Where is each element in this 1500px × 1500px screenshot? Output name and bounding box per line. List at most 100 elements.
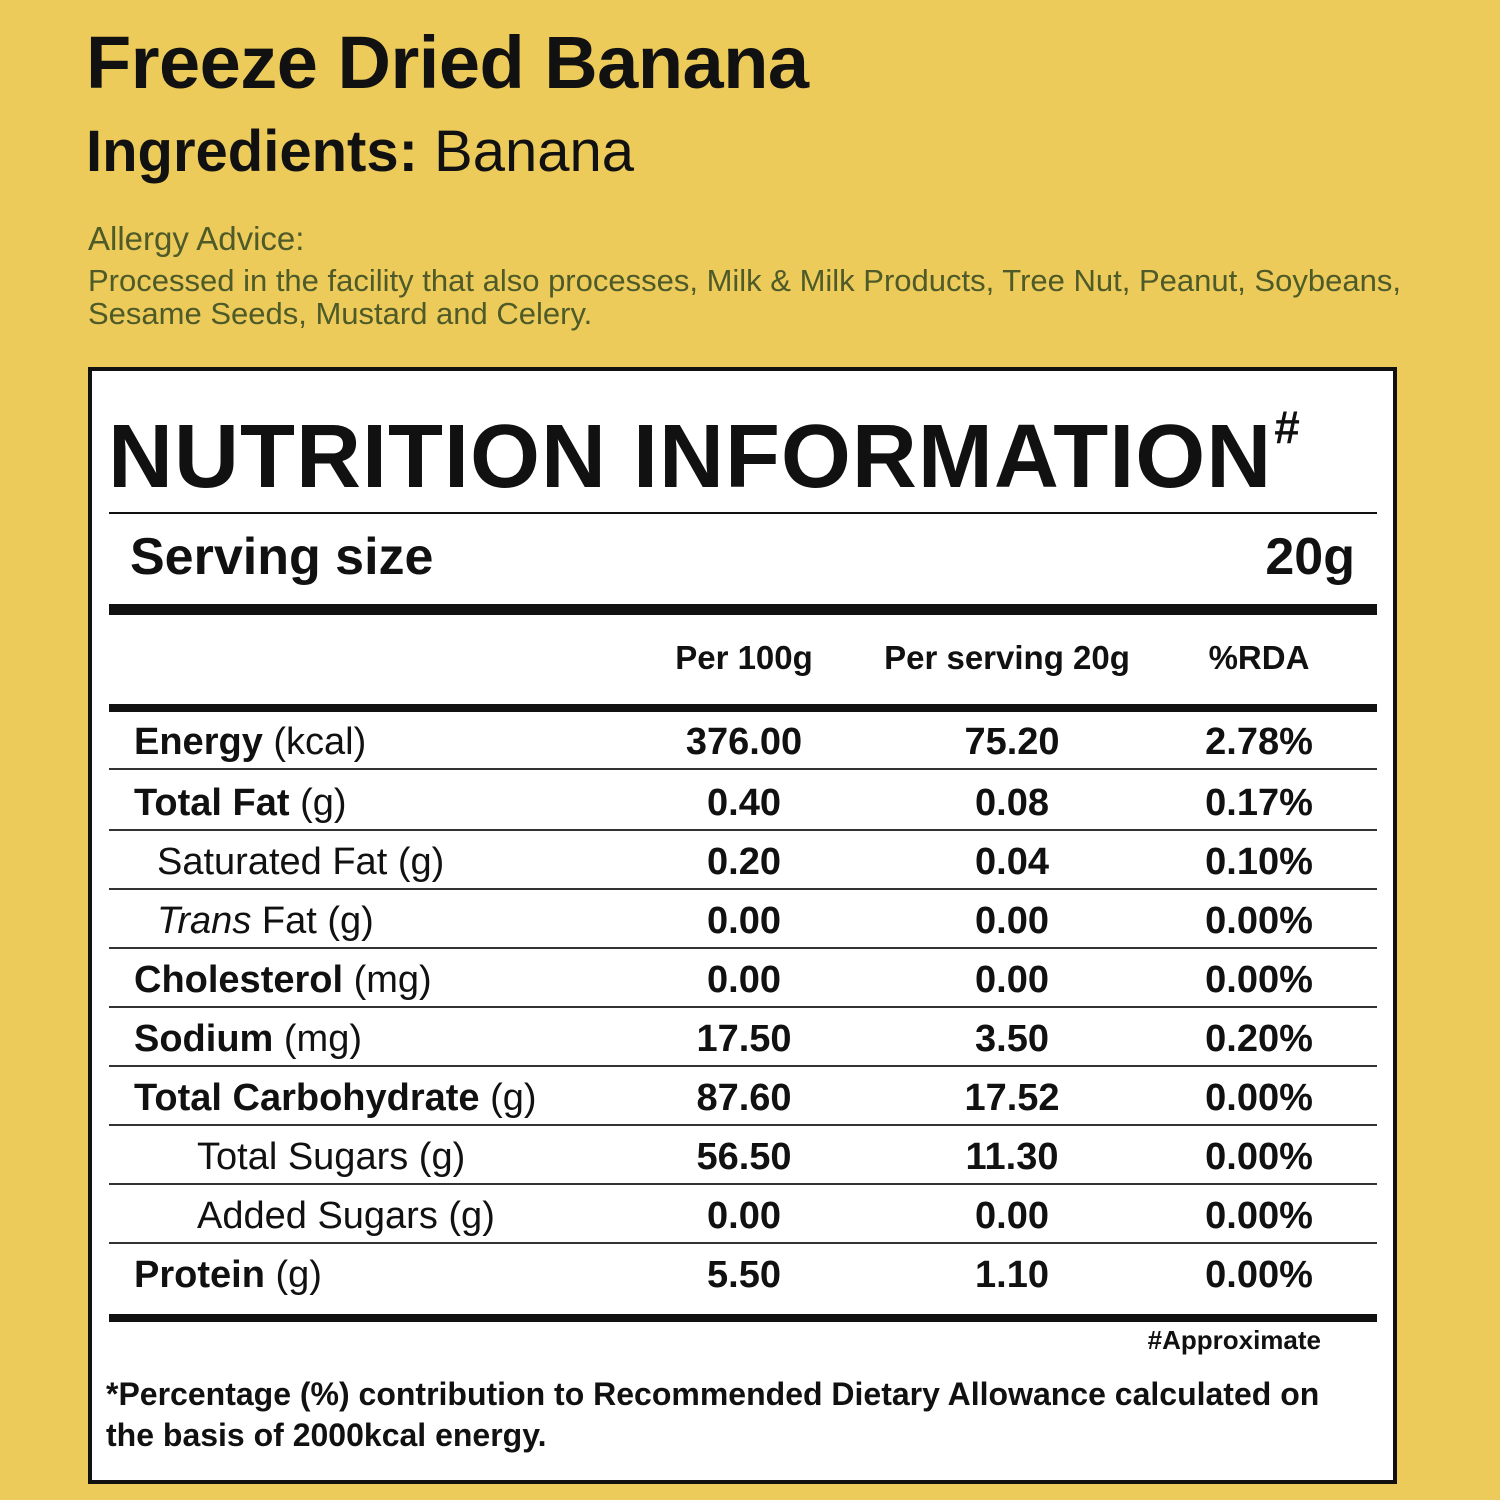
- row-divider: [109, 1124, 1377, 1126]
- bottom-divider: [109, 1314, 1377, 1322]
- rda-value: 0.00%: [1205, 1195, 1313, 1237]
- rda-value: 0.17%: [1205, 782, 1313, 824]
- per-serving-value: 11.30: [965, 1136, 1059, 1178]
- nutrient-label: Total Carbohydrate: [134, 1077, 480, 1119]
- nutrient-name: Total Fat (g): [134, 782, 347, 825]
- column-header-per-serving: Per serving 20g: [884, 639, 1130, 676]
- nutrition-row: Total Sugars (g) 56.50 11.30 0.00%: [109, 1127, 1377, 1185]
- nutrition-row: Total Fat (g) 0.40 0.08 0.17%: [109, 773, 1377, 831]
- row-divider: [109, 947, 1377, 949]
- per-serving-value: 0.00: [975, 900, 1049, 942]
- rda-value: 0.00%: [1205, 1077, 1313, 1119]
- nutrient-name: Energy (kcal): [134, 721, 367, 764]
- nutrition-row: Saturated Fat (g) 0.20 0.04 0.10%: [109, 832, 1377, 890]
- nutrition-row: Cholesterol (mg) 0.00 0.00 0.00%: [109, 950, 1377, 1008]
- nutrient-name: Trans Fat (g): [157, 900, 374, 943]
- nutrient-label: Sodium: [134, 1018, 274, 1060]
- nutrient-label: Total Fat: [134, 782, 290, 824]
- per-serving-value: 0.04: [975, 841, 1049, 883]
- nutrient-name: Saturated Fat (g): [157, 841, 445, 884]
- approximate-mark: #: [1274, 401, 1301, 453]
- per-100g-value: 0.20: [707, 841, 781, 883]
- ingredients-line: Ingredients: Banana: [86, 120, 634, 184]
- per-100g-value: 376.00: [685, 721, 803, 763]
- nutrient-unit: (g): [275, 1254, 322, 1296]
- nutrition-row: Energy (kcal) 376.00 75.20 2.78%: [109, 712, 1377, 770]
- row-divider: [109, 1242, 1377, 1244]
- rda-value: 2.78%: [1205, 721, 1313, 763]
- per-serving-value: 0.00: [975, 959, 1049, 1001]
- per-serving-value: 3.50: [975, 1018, 1049, 1060]
- row-divider: [109, 1065, 1377, 1067]
- product-title: Freeze Dried Banana: [86, 21, 809, 104]
- per-100g-value: 0.00: [707, 959, 781, 1001]
- row-divider: [109, 1183, 1377, 1185]
- column-header-rda: %RDA: [1208, 639, 1310, 676]
- per-100g-value: 0.40: [707, 782, 781, 824]
- allergy-heading: Allergy Advice:: [88, 220, 305, 257]
- nutrient-unit: (g): [327, 900, 374, 942]
- nutrient-unit: (g): [490, 1077, 537, 1119]
- ingredients-label: Ingredients:: [86, 119, 418, 184]
- per-100g-value: 17.50: [696, 1018, 792, 1060]
- nutrition-row: Trans Fat (g) 0.00 0.00 0.00%: [109, 891, 1377, 949]
- rda-value: 0.00%: [1205, 900, 1313, 942]
- nutrient-unit: (mg): [283, 1018, 362, 1060]
- allergy-text: Processed in the facility that also proc…: [88, 263, 1401, 331]
- per-serving-value: 75.20: [964, 721, 1060, 763]
- nutrition-row: Protein (g) 5.50 1.10 0.00%: [109, 1245, 1377, 1303]
- row-divider: [109, 768, 1377, 770]
- nutrient-name: Cholesterol (mg): [134, 959, 432, 1002]
- serving-size-value: 20g: [1265, 528, 1355, 586]
- nutrient-label-rest: Fat: [251, 900, 317, 942]
- rda-value: 0.00%: [1205, 959, 1313, 1001]
- row-divider: [109, 1006, 1377, 1008]
- nutrient-label: Added Sugars: [197, 1195, 438, 1237]
- nutrient-label: Total Sugars: [197, 1136, 409, 1178]
- per-100g-value: 0.00: [707, 1195, 781, 1237]
- per-100g-value: 5.50: [707, 1254, 781, 1296]
- nutrient-unit: (g): [397, 841, 445, 883]
- rda-value: 0.10%: [1205, 841, 1313, 883]
- serving-size-label: Serving size: [130, 528, 434, 586]
- nutrition-panel: NUTRITION INFORMATION# Serving size 20g …: [88, 367, 1397, 1484]
- thick-divider: [109, 604, 1377, 615]
- nutrient-label: Trans: [157, 900, 252, 942]
- divider: [109, 512, 1377, 514]
- rda-value: 0.00%: [1205, 1254, 1313, 1296]
- nutrient-unit: (g): [300, 782, 347, 824]
- row-divider: [109, 888, 1377, 890]
- nutrient-label: Saturated Fat: [157, 841, 388, 883]
- per-serving-value: 1.10: [975, 1254, 1049, 1296]
- ingredients-value: Banana: [434, 119, 635, 184]
- approximate-note: #Approximate: [1147, 1325, 1321, 1355]
- nutrient-label: Protein: [134, 1254, 265, 1296]
- nutrition-title: NUTRITION INFORMATION#: [108, 403, 1301, 505]
- nutrient-unit: (mg): [353, 959, 432, 1001]
- nutrient-name: Added Sugars (g): [197, 1195, 495, 1238]
- per-100g-value: 0.00: [707, 900, 781, 942]
- per-100g-value: 87.60: [696, 1077, 792, 1119]
- per-serving-value: 17.52: [964, 1077, 1060, 1119]
- rda-footnote: *Percentage (%) contribution to Recommen…: [106, 1376, 1320, 1453]
- nutrient-name: Protein (g): [134, 1254, 322, 1297]
- nutrient-name: Sodium (mg): [134, 1018, 362, 1061]
- per-serving-value: 0.08: [975, 782, 1049, 824]
- row-divider: [109, 829, 1377, 831]
- rda-value: 0.00%: [1205, 1136, 1313, 1178]
- rda-value: 0.20%: [1205, 1018, 1313, 1060]
- nutrient-unit: (g): [418, 1136, 466, 1178]
- nutrient-name: Total Carbohydrate (g): [134, 1077, 537, 1120]
- nutrition-title-text: NUTRITION INFORMATION: [108, 407, 1273, 507]
- header-divider: [109, 704, 1377, 712]
- per-serving-value: 0.00: [975, 1195, 1049, 1237]
- nutrient-name: Total Sugars (g): [197, 1136, 466, 1179]
- nutrition-row: Added Sugars (g) 0.00 0.00 0.00%: [109, 1186, 1377, 1244]
- per-100g-value: 56.50: [696, 1136, 792, 1178]
- nutrient-label: Cholesterol: [134, 959, 344, 1001]
- nutrition-row: Total Carbohydrate (g) 87.60 17.52 0.00%: [109, 1068, 1377, 1126]
- nutrient-unit: (kcal): [273, 721, 367, 763]
- column-header-per100g: Per 100g: [675, 639, 813, 676]
- nutrition-row: Sodium (mg) 17.50 3.50 0.20%: [109, 1009, 1377, 1067]
- nutrient-label: Energy: [134, 721, 263, 763]
